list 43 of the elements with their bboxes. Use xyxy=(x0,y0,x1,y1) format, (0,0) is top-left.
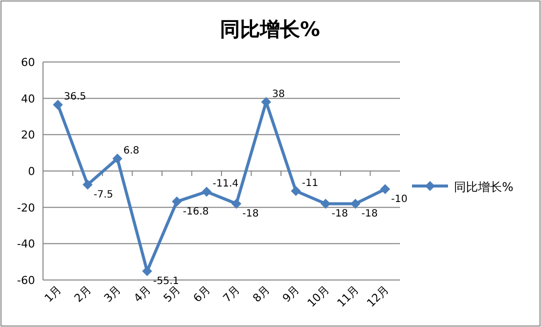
y-tick-label: -20 xyxy=(17,201,35,214)
x-tick-label: 3月 xyxy=(102,282,124,305)
legend-label: 同比增长% xyxy=(454,180,514,194)
data-label: 38 xyxy=(272,88,285,100)
y-tick-label: 40 xyxy=(21,92,35,106)
y-tick-label: 60 xyxy=(21,56,35,69)
x-tick-label: 10月 xyxy=(304,282,332,310)
data-label: -18 xyxy=(332,208,348,220)
x-tick-label: 4月 xyxy=(131,282,154,305)
data-label: -18 xyxy=(361,208,378,220)
chart-title: 同比增长% xyxy=(220,17,320,41)
data-label: -11 xyxy=(302,178,318,189)
y-tick-label: 20 xyxy=(21,128,35,142)
x-tick-label: 7月 xyxy=(220,282,242,305)
x-tick-label: 11月 xyxy=(334,282,362,310)
point xyxy=(320,198,331,209)
data-label: -7.5 xyxy=(94,190,114,201)
point xyxy=(350,198,360,209)
y-tick-label: 0 xyxy=(28,165,35,178)
point xyxy=(142,266,152,276)
data-label: 36.5 xyxy=(64,92,86,103)
data-label: -11.4 xyxy=(212,178,238,190)
x-tick-label: 12月 xyxy=(364,282,392,310)
point xyxy=(290,186,301,196)
point xyxy=(52,100,63,110)
point xyxy=(202,186,212,197)
y-tick-label: -60 xyxy=(17,274,35,287)
x-tick-label: 8月 xyxy=(250,282,272,305)
point xyxy=(112,154,122,164)
point xyxy=(380,184,390,194)
x-tick-label: 2月 xyxy=(72,282,94,305)
data-label: -18 xyxy=(242,208,259,220)
x-tick-label: 6月 xyxy=(190,282,213,305)
y-tick-label: -40 xyxy=(17,238,35,251)
point xyxy=(172,196,182,207)
point xyxy=(82,180,93,190)
x-tick-label: 9月 xyxy=(280,282,302,305)
data-label: -16.8 xyxy=(182,206,209,218)
data-label: 6.8 xyxy=(123,146,140,157)
point xyxy=(231,198,242,209)
data-label: -10 xyxy=(391,194,408,206)
x-tick-label: 1月 xyxy=(42,282,64,305)
data-label: -55.1 xyxy=(153,276,179,288)
